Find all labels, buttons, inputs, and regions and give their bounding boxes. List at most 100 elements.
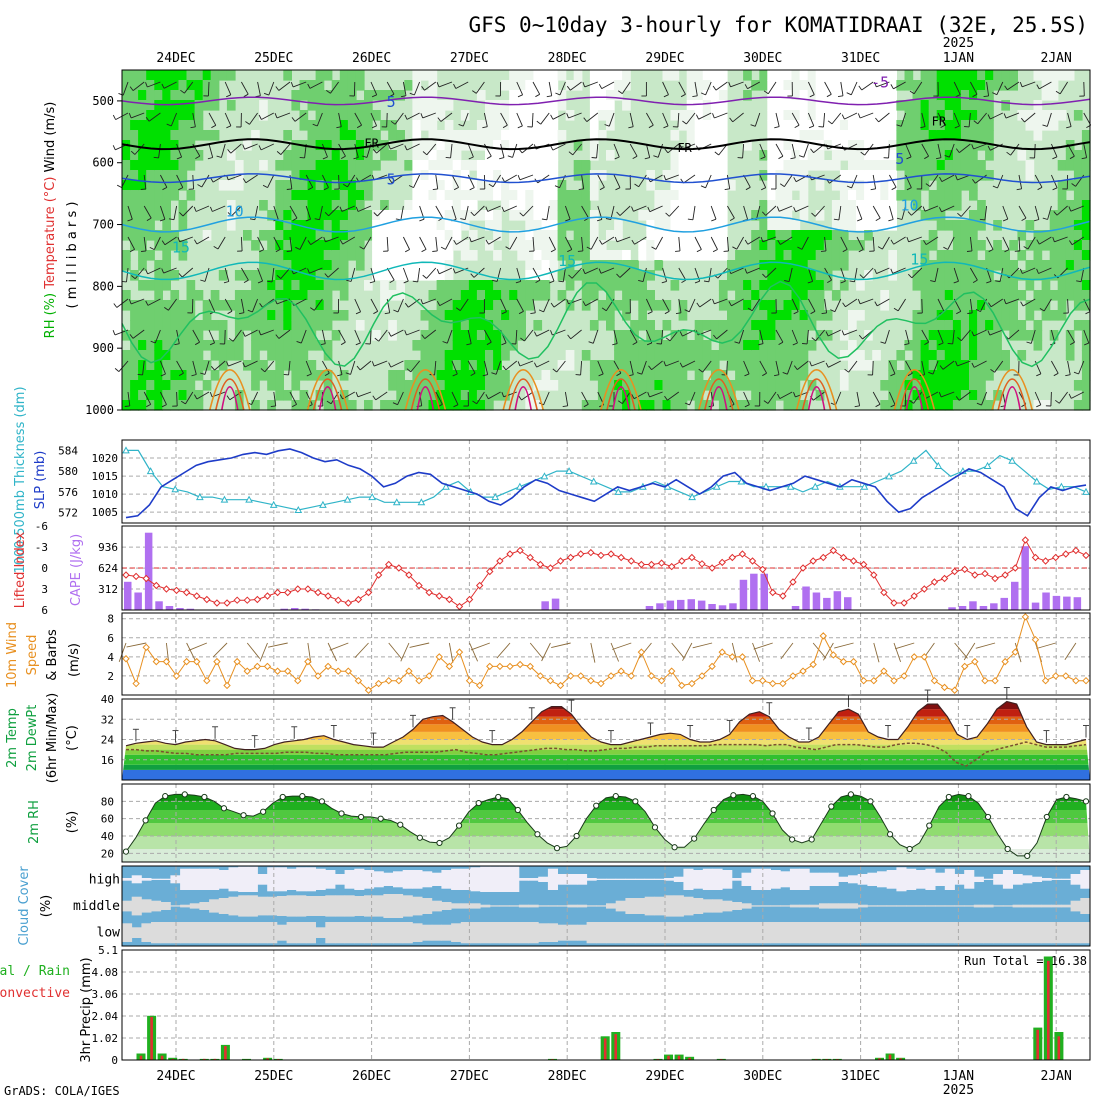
rh-cell bbox=[783, 70, 793, 81]
rh-cell bbox=[194, 350, 204, 361]
cloud-gap bbox=[925, 922, 936, 944]
rh-cell bbox=[170, 400, 180, 411]
wind-speed-marker bbox=[617, 667, 625, 675]
wind-barb-flag bbox=[664, 148, 669, 154]
rh-cell bbox=[420, 240, 430, 251]
rh-cell bbox=[920, 80, 930, 91]
rh-cell bbox=[315, 150, 325, 161]
rh-cell bbox=[420, 310, 430, 321]
rh-cell bbox=[775, 190, 785, 201]
rh-cell bbox=[307, 200, 317, 211]
warm-contour bbox=[1003, 386, 1021, 411]
cloud-gap bbox=[944, 922, 955, 944]
cloud-gap bbox=[325, 870, 336, 889]
rh-cell bbox=[1025, 330, 1035, 341]
rh-cell bbox=[807, 260, 817, 271]
lifted-index-marker bbox=[1031, 553, 1040, 562]
wind-barb-flag bbox=[987, 114, 991, 120]
rh-cell bbox=[1009, 70, 1018, 81]
rh-marker bbox=[475, 799, 482, 807]
wind-barb bbox=[876, 267, 890, 275]
wind-barb-flag bbox=[955, 94, 961, 98]
wind-barb bbox=[455, 267, 469, 274]
rh-cell bbox=[944, 90, 954, 101]
cloud-gap bbox=[170, 875, 181, 884]
rh-cell bbox=[146, 160, 155, 171]
rh-cell bbox=[920, 290, 930, 301]
rh-cell bbox=[614, 400, 623, 411]
lifted-index-marker bbox=[708, 564, 716, 572]
pressure-tick-label: 700 bbox=[92, 218, 114, 232]
wind-barb bbox=[406, 143, 420, 151]
rh-cell bbox=[331, 280, 341, 291]
rh-cell bbox=[912, 100, 922, 111]
rh-cell bbox=[283, 390, 292, 401]
wind-barb-flag bbox=[809, 361, 812, 367]
wind-barb-flag bbox=[562, 405, 568, 408]
wind-barb bbox=[942, 360, 955, 370]
rh-cell bbox=[331, 230, 341, 241]
wind-barb-flag bbox=[355, 391, 359, 397]
warm-contour bbox=[991, 369, 1033, 411]
wind-barb-flag bbox=[213, 246, 219, 250]
rh-cell bbox=[339, 370, 349, 381]
wind-barb bbox=[313, 298, 323, 311]
rh-cell bbox=[307, 290, 317, 301]
cape-bar bbox=[823, 597, 831, 610]
rh-cell bbox=[170, 360, 180, 371]
rh-cell bbox=[678, 370, 688, 381]
lifted-index-marker bbox=[263, 592, 272, 600]
rh-cell bbox=[493, 390, 502, 401]
rh-cell bbox=[315, 210, 325, 221]
rh-cell bbox=[428, 120, 438, 131]
wind-barb-flag bbox=[324, 211, 329, 217]
rh-cell bbox=[557, 100, 567, 111]
rh-cell bbox=[517, 250, 526, 261]
rh-cell bbox=[630, 280, 639, 291]
rh-cell bbox=[880, 70, 889, 81]
rh-cell bbox=[178, 350, 188, 361]
wind-barb-flag bbox=[258, 145, 262, 151]
rh-cell bbox=[718, 300, 728, 311]
rh-cell bbox=[210, 90, 220, 101]
rh-cell bbox=[525, 210, 534, 221]
rh-cell bbox=[775, 150, 785, 161]
rh-cell bbox=[251, 280, 260, 291]
cloud-gap bbox=[848, 922, 859, 944]
rh-cell bbox=[283, 180, 292, 191]
warm-contour bbox=[612, 386, 630, 411]
rh-cell bbox=[880, 150, 889, 161]
wind-tick-label: 6 bbox=[107, 632, 114, 645]
rh-cell bbox=[718, 210, 728, 221]
rh-cell bbox=[275, 310, 284, 321]
rh-cell bbox=[291, 170, 301, 181]
cloud-gap bbox=[238, 895, 249, 917]
rh-cell bbox=[130, 90, 139, 101]
surface-wind-barb bbox=[327, 642, 338, 662]
rh-cell bbox=[710, 190, 720, 201]
rh-cell bbox=[888, 70, 897, 81]
rh-cell bbox=[509, 200, 518, 211]
rh-cell bbox=[775, 390, 785, 401]
cloud-gap bbox=[538, 923, 549, 942]
rh-cell bbox=[823, 70, 833, 81]
rh-cell bbox=[283, 300, 292, 311]
rh-cell bbox=[493, 120, 502, 131]
rh-cell bbox=[718, 290, 728, 301]
rh-cell bbox=[291, 370, 301, 381]
rh-cell bbox=[485, 170, 494, 181]
wind-ylabel-1-part: 10m Wind bbox=[5, 622, 20, 688]
rh-cell bbox=[364, 180, 373, 191]
wind-barb bbox=[888, 205, 894, 220]
rh-cell bbox=[130, 140, 139, 151]
wind-barb-flag bbox=[1036, 239, 1040, 245]
surface-wind-barb bbox=[612, 642, 632, 650]
wind-barb bbox=[241, 81, 249, 95]
rh-cell bbox=[259, 250, 268, 261]
rh-cell bbox=[162, 90, 171, 101]
rh-cell bbox=[452, 240, 462, 251]
rh-cell bbox=[880, 170, 889, 181]
rh-cell bbox=[509, 190, 518, 201]
wind-barb bbox=[848, 360, 858, 373]
isotherm-label: 5 bbox=[895, 150, 904, 168]
